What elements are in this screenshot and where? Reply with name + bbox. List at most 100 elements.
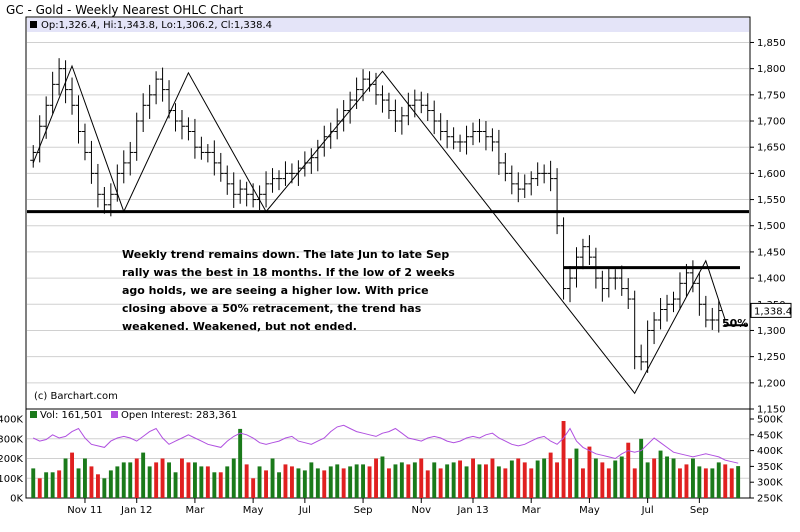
x-tick-label: Jan 12	[120, 505, 152, 516]
x-tick-label: Nov 11	[67, 505, 102, 516]
volume-bar	[167, 462, 171, 498]
ohlc-bar	[178, 110, 185, 140]
ohlc-bar	[657, 297, 664, 330]
ohlc-bar	[612, 269, 619, 290]
oi-y-tick-label: 300K	[757, 478, 783, 489]
volume-bar	[193, 462, 197, 498]
ohlc-bar	[49, 71, 56, 114]
volume-bar	[141, 452, 146, 498]
volume-bar	[367, 466, 372, 498]
x-tick-label: Nov	[412, 505, 432, 516]
volume-bar	[555, 462, 559, 498]
volume-bar	[160, 458, 165, 498]
ohlc-bar	[204, 144, 211, 163]
volume-bar	[121, 462, 126, 498]
volume-bar	[399, 462, 404, 498]
volume-bar	[581, 468, 585, 498]
volume-bar	[244, 464, 249, 498]
price-ohlc-bars	[30, 58, 722, 373]
price-y-tick-label: 1,850	[757, 38, 786, 49]
ohlc-bar	[618, 265, 625, 296]
volume-y-tick-label: 200K	[0, 454, 23, 465]
volume-y-tick-label: 300K	[0, 434, 23, 445]
oi-y-tick-label: 400K	[757, 446, 783, 457]
volume-bar	[490, 458, 495, 498]
ohlc-bar	[579, 238, 586, 270]
volume-bar	[393, 464, 398, 498]
trend-line	[32, 64, 726, 395]
volume-bar	[180, 458, 184, 498]
ohlc-bar	[56, 58, 63, 96]
volume-bar	[729, 468, 734, 498]
price-y-axis: 1,1501,2001,2501,3001,3501,4001,4501,500…	[750, 38, 786, 416]
ohlc-bar	[644, 320, 651, 373]
volume-bar	[70, 452, 74, 498]
price-panel: Op:1,326.4, Hi:1,343.8, Lo:1,306.2, Cl:1…	[25, 16, 792, 416]
volume-bar	[619, 456, 624, 498]
ohlc-bar	[470, 122, 477, 146]
x-tick-label: Jul	[641, 505, 654, 516]
volume-bar	[684, 464, 689, 498]
ohlc-bar	[360, 69, 367, 102]
open-interest-legend: Open Interest: 283,361	[121, 410, 237, 421]
ohlc-bar	[334, 108, 341, 140]
ohlc-bar	[230, 172, 237, 208]
ohlc-bar	[489, 128, 496, 152]
price-y-tick-label: 1,600	[757, 169, 786, 180]
volume-bar	[76, 468, 81, 498]
volume-bar	[691, 458, 695, 498]
price-annotation-lines	[27, 64, 749, 395]
ohlc-bar	[560, 217, 567, 300]
ohlc-bar	[437, 113, 444, 141]
ohlc-bar	[457, 134, 464, 152]
ohlc-bar	[444, 119, 451, 149]
ohlc-bar	[702, 295, 709, 328]
volume-bar	[374, 458, 378, 498]
volume-bar	[270, 458, 275, 498]
ohlc-bar	[243, 181, 250, 207]
volume-bar	[50, 472, 55, 498]
volume-bar	[477, 464, 482, 498]
volume-bar	[212, 472, 217, 498]
chart-title: GC - Gold - Weekly Nearest OHLC Chart	[6, 3, 243, 17]
x-tick-label: Sep	[354, 505, 373, 516]
oi-y-tick-label: 250K	[757, 494, 783, 505]
volume-bar	[412, 462, 417, 498]
volume-bar	[600, 462, 605, 498]
volume-bars	[31, 421, 741, 499]
ohlc-bar	[133, 112, 140, 161]
volume-y-tick-label: 400K	[0, 415, 23, 426]
volume-bar	[451, 462, 456, 498]
volume-bar	[445, 464, 450, 498]
ohlc-bar	[567, 266, 574, 303]
volume-bar	[290, 466, 294, 498]
volume-bar	[218, 472, 223, 498]
volume-bar	[354, 464, 359, 498]
volume-bar	[425, 470, 430, 498]
volume-y-tick-label: 100K	[0, 474, 23, 485]
volume-bar	[128, 462, 133, 498]
open-interest-y-axis: 250K 300K 350K 400K 450K 500K	[750, 415, 783, 505]
volume-bar	[496, 466, 501, 498]
ohlc-bar	[534, 162, 541, 186]
ohlc-bar	[269, 168, 276, 193]
ohlc-bar	[101, 186, 108, 214]
price-y-tick-label: 1,200	[757, 378, 786, 389]
price-y-tick-label: 1,500	[757, 221, 786, 232]
ohlc-bar	[250, 183, 257, 208]
volume-legend-swatch	[30, 411, 37, 418]
volume-bar	[723, 464, 728, 498]
volume-bar	[341, 468, 346, 498]
oi-y-tick-label: 450K	[757, 430, 783, 441]
price-y-tick-label: 1,800	[757, 64, 786, 75]
ohlc-bar	[515, 172, 522, 203]
volume-bar	[205, 466, 210, 498]
ohlc-bar	[450, 127, 457, 150]
ohlc-bar	[392, 99, 399, 133]
volume-bar	[697, 466, 702, 498]
ohlc-bar	[224, 165, 231, 195]
ohlc-bar	[211, 140, 218, 176]
ohlc-bar	[476, 118, 483, 143]
volume-bar	[613, 460, 618, 498]
ohlc-bar	[418, 91, 425, 114]
